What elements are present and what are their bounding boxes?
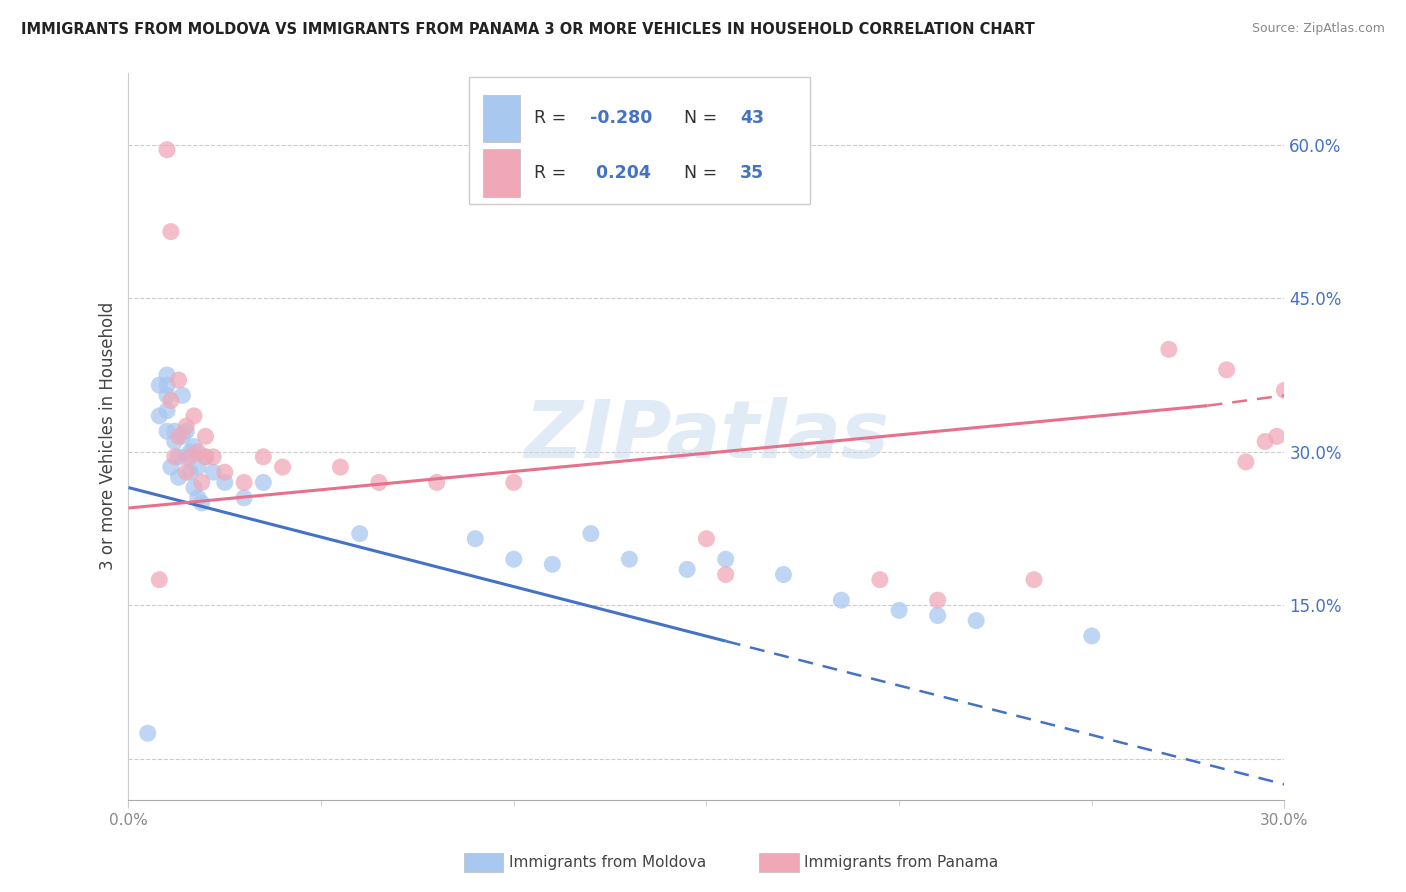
Point [202, 450, 225, 464]
Point [329, 460, 352, 475]
Point [927, 608, 949, 623]
Point [179, 444, 201, 458]
Point [163, 450, 186, 464]
Point [426, 475, 449, 490]
Point [156, 378, 179, 392]
Point [772, 567, 794, 582]
Point [464, 532, 486, 546]
Point [179, 450, 201, 464]
Text: IMMIGRANTS FROM MOLDOVA VS IMMIGRANTS FROM PANAMA 3 OR MORE VEHICLES IN HOUSEHOL: IMMIGRANTS FROM MOLDOVA VS IMMIGRANTS FR… [21, 22, 1035, 37]
Text: N =: N = [685, 164, 723, 182]
Point [714, 567, 737, 582]
Point [1157, 343, 1180, 357]
Point [965, 614, 987, 628]
Text: 43: 43 [740, 110, 763, 128]
Point [148, 378, 170, 392]
Point [160, 225, 183, 239]
Point [156, 143, 179, 157]
Point [156, 424, 179, 438]
Point [619, 552, 641, 566]
Point [167, 450, 190, 464]
Point [927, 593, 949, 607]
Point [167, 373, 190, 387]
Text: R =: R = [534, 110, 572, 128]
Point [156, 388, 179, 402]
Point [1234, 455, 1257, 469]
Point [136, 726, 159, 740]
Point [156, 368, 179, 382]
Text: 35: 35 [740, 164, 763, 182]
Point [190, 475, 212, 490]
Point [156, 404, 179, 418]
Point [174, 465, 197, 479]
Point [190, 496, 212, 510]
Point [1265, 429, 1288, 443]
Text: Immigrants from Panama: Immigrants from Panama [804, 855, 998, 870]
Point [1215, 363, 1237, 377]
Point [579, 526, 602, 541]
Point [676, 562, 699, 576]
Point [252, 475, 274, 490]
Point [202, 465, 225, 479]
Point [1254, 434, 1277, 449]
Point [349, 526, 371, 541]
Point [172, 388, 194, 402]
Point [187, 491, 209, 505]
Point [1274, 384, 1296, 398]
Point [194, 429, 217, 443]
Text: Immigrants from Moldova: Immigrants from Moldova [509, 855, 706, 870]
Text: N =: N = [685, 110, 723, 128]
Point [148, 573, 170, 587]
Point [183, 481, 205, 495]
Point [174, 419, 197, 434]
Point [194, 450, 217, 464]
Text: -0.280: -0.280 [589, 110, 652, 128]
Point [160, 460, 183, 475]
Point [1022, 573, 1045, 587]
Point [183, 440, 205, 454]
Point [233, 491, 256, 505]
Text: Source: ZipAtlas.com: Source: ZipAtlas.com [1251, 22, 1385, 36]
Point [714, 552, 737, 566]
Point [695, 532, 717, 546]
Y-axis label: 3 or more Vehicles in Household: 3 or more Vehicles in Household [100, 302, 117, 571]
Point [502, 475, 524, 490]
Point [187, 460, 209, 475]
Point [183, 409, 205, 423]
Point [179, 465, 201, 479]
Point [214, 465, 236, 479]
Point [830, 593, 852, 607]
Point [502, 552, 524, 566]
Point [160, 393, 183, 408]
Point [1081, 629, 1104, 643]
Point [271, 460, 294, 475]
Point [163, 424, 186, 438]
Point [869, 573, 891, 587]
Point [368, 475, 391, 490]
Point [214, 475, 236, 490]
Point [172, 429, 194, 443]
Point [194, 450, 217, 464]
Text: ZIPatlas: ZIPatlas [524, 397, 889, 475]
Point [233, 475, 256, 490]
Point [163, 434, 186, 449]
FancyBboxPatch shape [484, 149, 520, 196]
FancyBboxPatch shape [470, 77, 810, 203]
Point [887, 603, 910, 617]
Point [252, 450, 274, 464]
Point [167, 470, 190, 484]
Text: 0.204: 0.204 [589, 164, 651, 182]
Point [148, 409, 170, 423]
Point [187, 444, 209, 458]
FancyBboxPatch shape [484, 95, 520, 142]
Text: R =: R = [534, 164, 572, 182]
Point [167, 429, 190, 443]
Point [541, 558, 564, 572]
Point [174, 424, 197, 438]
Point [174, 450, 197, 464]
